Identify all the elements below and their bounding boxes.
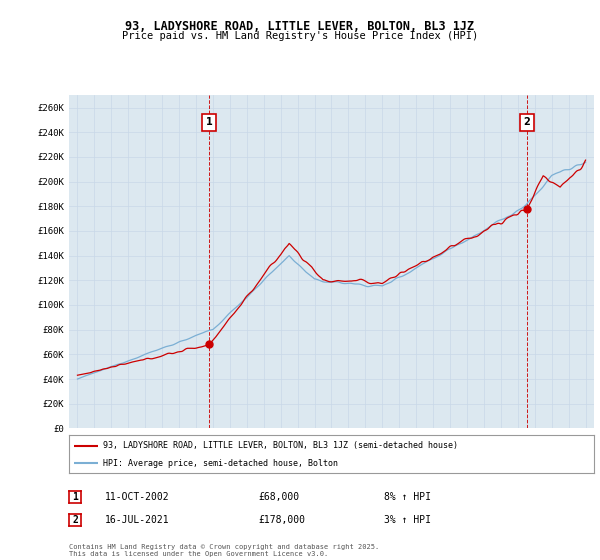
Text: 1: 1 (72, 492, 78, 502)
Text: 8% ↑ HPI: 8% ↑ HPI (384, 492, 431, 502)
Text: Price paid vs. HM Land Registry's House Price Index (HPI): Price paid vs. HM Land Registry's House … (122, 31, 478, 41)
Text: 1: 1 (206, 118, 212, 127)
Text: £68,000: £68,000 (258, 492, 299, 502)
Text: Contains HM Land Registry data © Crown copyright and database right 2025.
This d: Contains HM Land Registry data © Crown c… (69, 544, 379, 557)
Text: 11-OCT-2002: 11-OCT-2002 (105, 492, 170, 502)
Text: £178,000: £178,000 (258, 515, 305, 525)
Text: HPI: Average price, semi-detached house, Bolton: HPI: Average price, semi-detached house,… (103, 459, 338, 468)
Text: 2: 2 (524, 118, 530, 127)
Text: 3% ↑ HPI: 3% ↑ HPI (384, 515, 431, 525)
Text: 16-JUL-2021: 16-JUL-2021 (105, 515, 170, 525)
Text: 2: 2 (72, 515, 78, 525)
Text: 93, LADYSHORE ROAD, LITTLE LEVER, BOLTON, BL3 1JZ: 93, LADYSHORE ROAD, LITTLE LEVER, BOLTON… (125, 20, 475, 32)
Text: 93, LADYSHORE ROAD, LITTLE LEVER, BOLTON, BL3 1JZ (semi-detached house): 93, LADYSHORE ROAD, LITTLE LEVER, BOLTON… (103, 441, 458, 450)
